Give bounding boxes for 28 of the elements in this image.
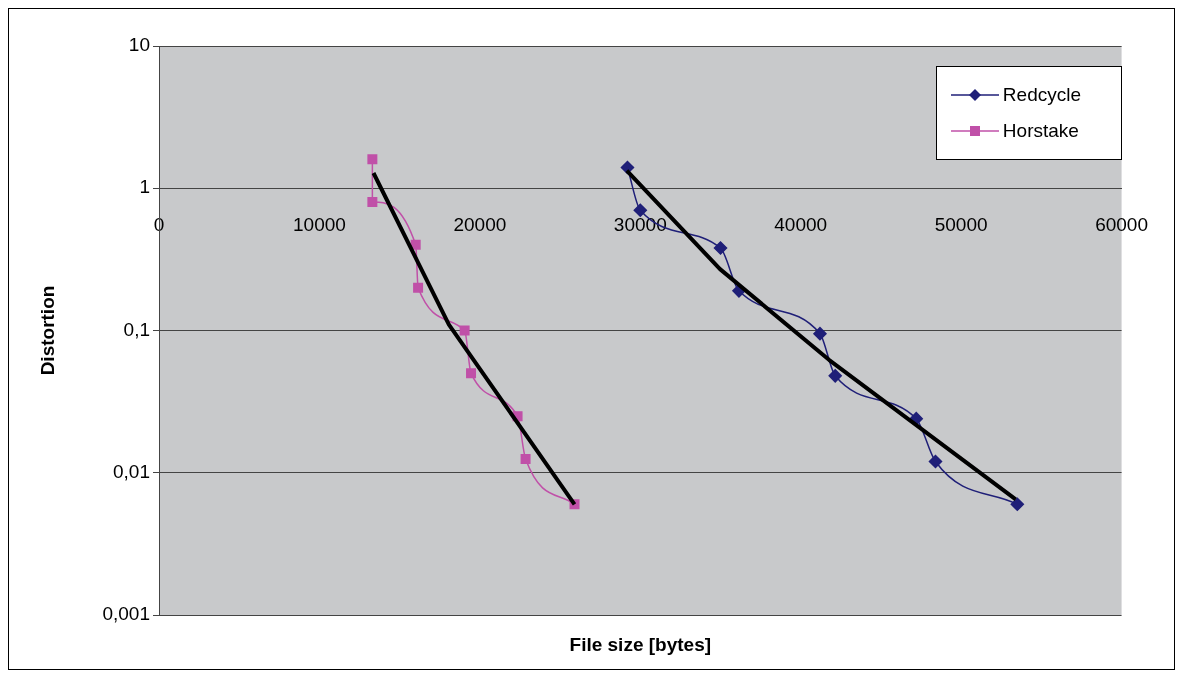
y-tick-label: 1 [139,176,150,198]
point [466,368,477,379]
point [1010,497,1025,512]
point [620,160,635,175]
x-tick-label: 40000 [774,213,828,235]
x-tick-label: 50000 [934,213,988,235]
legend-label: Redcycle [1002,84,1081,106]
point [520,453,531,464]
x-tick-label: 20000 [453,213,507,235]
y-tick-label: 0,001 [102,603,150,625]
point [410,239,421,250]
point [813,326,827,341]
point [367,197,378,208]
x-axis-title: File size [bytes] [569,634,712,656]
point [928,454,943,469]
point [828,369,842,383]
x-tick-label: 60000 [1095,213,1148,235]
point [367,154,378,165]
y-tick-label: 0,01 [113,460,150,482]
point [459,325,470,336]
legend-label: Horstake [1002,120,1079,142]
point [713,241,728,255]
y-tick-label: 10 [128,34,150,56]
y-tick-label: 0,1 [123,318,150,340]
point [633,203,648,218]
point [413,282,424,293]
x-tick-label: 10000 [293,213,346,235]
y-axis-title: Distortion [37,285,59,376]
